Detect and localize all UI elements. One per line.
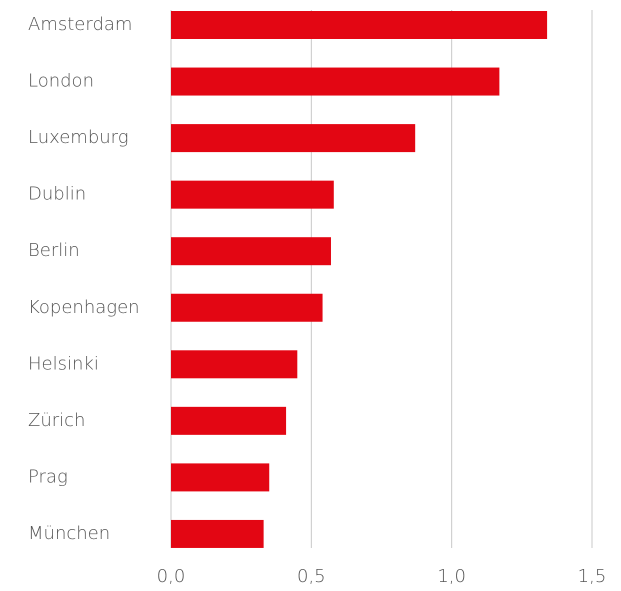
y-tick-label: Dublin: [28, 184, 86, 205]
y-tick-label: Prag: [28, 466, 68, 487]
x-tick-label: 1,5: [578, 566, 607, 587]
bar: [171, 67, 500, 96]
x-tick-label: 0,0: [157, 566, 186, 587]
y-tick-label: London: [28, 71, 94, 92]
bar: [171, 124, 416, 153]
x-tick-label: 0,5: [297, 566, 326, 587]
y-tick-label: Kopenhagen: [28, 297, 140, 318]
y-tick-label: Helsinki: [28, 353, 99, 374]
bar: [171, 293, 323, 322]
y-tick-label: Amsterdam: [28, 14, 132, 35]
y-tick-label: Luxemburg: [28, 127, 129, 148]
bar: [171, 11, 548, 39]
bar: [171, 406, 287, 435]
bar: [171, 519, 264, 548]
bar: [171, 463, 270, 492]
bar: [171, 237, 331, 266]
bar: [171, 350, 298, 379]
y-tick-label: Berlin: [28, 240, 80, 261]
x-tick-label: 1,0: [437, 566, 466, 587]
y-tick-label: Zürich: [28, 410, 85, 431]
bar: [171, 180, 334, 209]
y-tick-label: München: [28, 523, 110, 544]
